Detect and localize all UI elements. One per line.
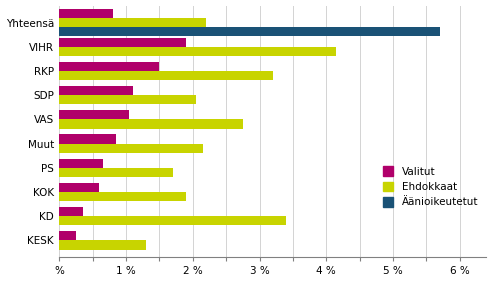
Bar xyxy=(60,241,146,250)
Bar xyxy=(60,110,129,119)
Bar xyxy=(60,38,186,47)
Bar xyxy=(60,207,83,216)
Bar xyxy=(60,168,173,177)
Bar xyxy=(60,231,76,241)
Bar xyxy=(60,216,286,225)
Bar xyxy=(60,158,103,168)
Bar xyxy=(60,144,203,153)
Bar xyxy=(60,135,116,144)
Bar xyxy=(60,27,440,36)
Bar xyxy=(60,62,159,71)
Bar xyxy=(60,9,113,18)
Bar xyxy=(60,71,273,80)
Bar xyxy=(60,192,186,201)
Legend: Valitut, Ehdokkaat, Äänioikeutetut: Valitut, Ehdokkaat, Äänioikeutetut xyxy=(380,163,481,211)
Bar xyxy=(60,119,243,129)
Bar xyxy=(60,183,99,192)
Bar xyxy=(60,47,337,56)
Bar xyxy=(60,95,196,104)
Bar xyxy=(60,18,206,27)
Bar xyxy=(60,86,133,95)
